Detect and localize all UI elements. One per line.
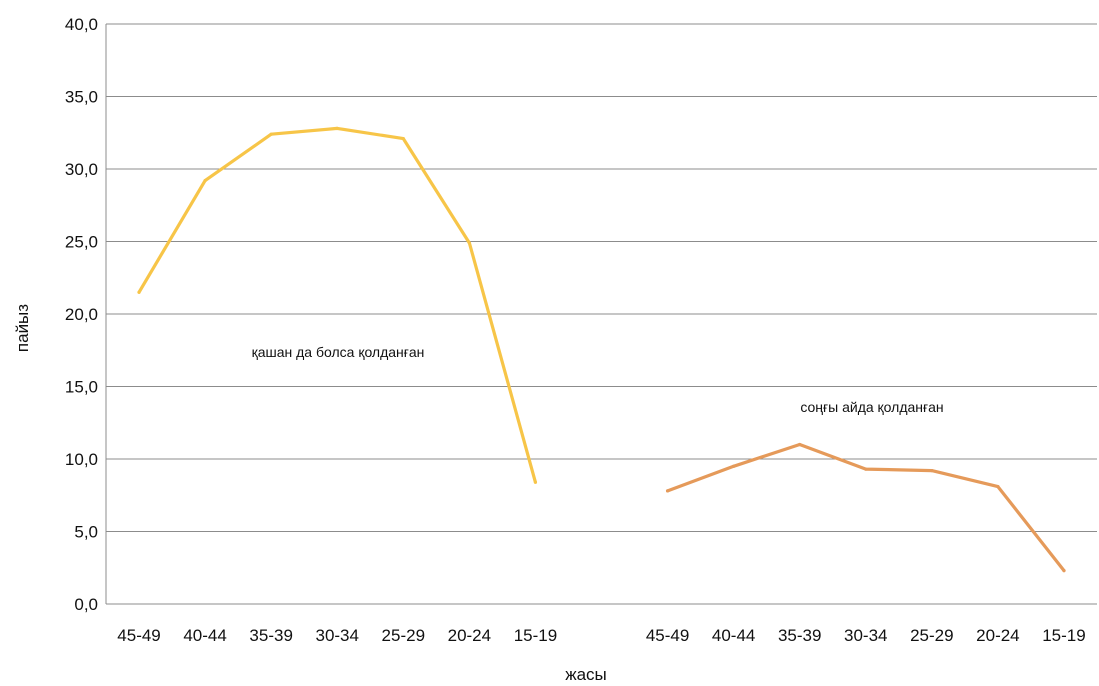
series-label: қашан да болса қолданған [252,344,425,360]
data-point [335,126,339,130]
y-tick-labels: 0,0 5,0 10,0 15,0 20,0 25,0 30,0 35,0 40,0 [65,15,98,614]
data-point [533,480,538,484]
x-tick-label: 40-44 [712,626,755,645]
y-tick-label: 20,0 [65,305,98,324]
data-point [1062,569,1066,573]
series-line [665,442,1066,573]
y-tick-label: 35,0 [65,88,98,107]
x-tick-label: 30-34 [844,626,887,645]
x-tick-label: 25-29 [910,626,953,645]
x-tick-label: 35-39 [249,626,292,645]
x-tick-label: 20-24 [976,626,1019,645]
data-point [996,484,1000,489]
y-tick-label: 40,0 [65,15,98,34]
data-point [401,136,405,141]
series-annotations: қашан да болса қолданған соңғы айда қолда… [252,344,944,415]
series-line [137,126,538,484]
data-point [269,132,273,136]
x-tick-label: 30-34 [315,626,358,645]
data-point [732,464,736,468]
gridlines [106,23,1097,605]
data-point [467,241,471,245]
x-tick-label: 25-29 [382,626,425,645]
y-axis-title: пайыз [13,304,32,352]
x-axis-title: жасы [565,665,607,684]
series [137,126,1066,573]
y-tick-label: 5,0 [74,523,98,542]
y-tick-label: 15,0 [65,378,98,397]
x-tick-label: 20-24 [448,626,491,645]
series-label: соңғы айда қолданған [800,399,943,415]
y-tick-label: 30,0 [65,160,98,179]
data-point [930,469,934,473]
data-point [137,290,141,294]
x-tick-label: 35-39 [778,626,821,645]
x-tick-label: 40-44 [183,626,226,645]
y-tick-label: 10,0 [65,450,98,469]
x-tick-label: 15-19 [514,626,557,645]
data-point [665,489,670,493]
x-tick-label: 15-19 [1042,626,1085,645]
y-tick-label: 0,0 [74,595,98,614]
x-tick-label: 45-49 [646,626,689,645]
data-point [203,179,207,183]
x-tick-label: 45-49 [117,626,160,645]
data-point [864,467,868,471]
x-tick-labels: 45-49 40-44 35-39 30-34 25-29 20-24 15-19 45-49… [117,626,1085,645]
y-tick-label: 25,0 [65,233,98,252]
data-point [798,442,802,447]
